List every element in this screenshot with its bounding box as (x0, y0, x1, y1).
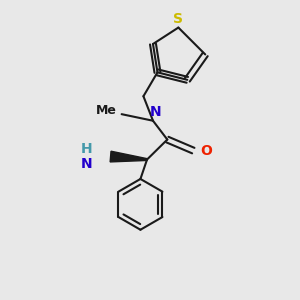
Text: O: O (200, 144, 212, 158)
Text: N: N (81, 157, 93, 171)
Text: S: S (173, 12, 183, 26)
Text: H: H (81, 142, 93, 155)
Text: Me: Me (96, 104, 117, 117)
Text: N: N (150, 105, 161, 119)
Polygon shape (110, 151, 147, 162)
